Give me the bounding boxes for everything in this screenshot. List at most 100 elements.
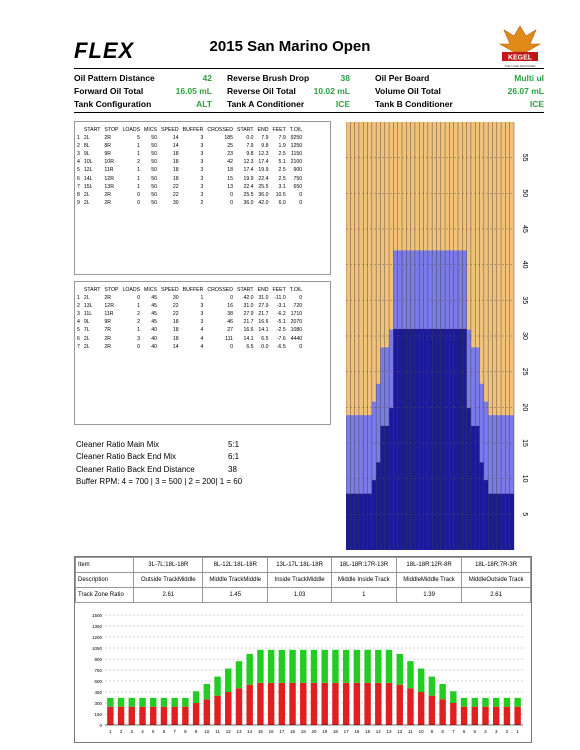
oil-light-band (509, 415, 514, 494)
table-cell: 0.0 (246, 135, 254, 142)
oil-light-band (483, 401, 489, 481)
x-tick-label: 5 (152, 729, 155, 734)
table-cell: 16.6 (243, 327, 254, 334)
table-cell: 36.0 (243, 199, 254, 206)
oil-dark-band (453, 328, 458, 550)
oil-light-band (496, 415, 502, 494)
table-cell: 0 (230, 199, 234, 206)
table-cell: 1 (137, 183, 141, 190)
forward-bar (364, 682, 371, 725)
oil-light-band (449, 250, 454, 329)
table-cell: 2.5 (278, 151, 286, 158)
x-tick-label: 16 (269, 729, 275, 734)
oil-light-band (423, 250, 428, 329)
track-zone-panel: Item 3L-7L:18L-18R 8L-12L:18L-18R 13L-17L:1… (74, 556, 532, 743)
x-tick-label: 14 (376, 729, 382, 734)
x-tick-label: 12 (397, 729, 403, 734)
column-header-stop: STOP (104, 286, 119, 293)
table-cell: 36.0 (258, 191, 269, 198)
table-cell: 22 (172, 183, 179, 190)
distance-label: 10 (521, 475, 528, 483)
reverse-bar (439, 683, 446, 700)
column-header-speed: SPEED (161, 126, 179, 133)
reverse-bar (407, 661, 414, 689)
table-cell: 1 (137, 327, 141, 334)
table-cell: 185 (224, 135, 234, 142)
table-cell: 0 (137, 295, 141, 302)
ratio-row: Cleaner Ratio Back End Mix 6:1 (76, 451, 242, 463)
oil-dark-band (402, 328, 407, 550)
x-tick-label: 8 (184, 729, 187, 734)
oil-dark-band (419, 328, 424, 550)
forward-bar (117, 706, 125, 725)
x-tick-label: 1 (516, 729, 519, 734)
info-value-reverse-oil-total: 10.02 mL (313, 86, 350, 96)
forward-bar (353, 682, 361, 725)
table-cell: 3 (200, 319, 204, 326)
table-cell: 45 (151, 303, 158, 310)
ratio-value: 38 (228, 464, 237, 474)
table-cell: 2070 (290, 319, 303, 326)
zone-cell: 18L-18R:17R-13R (330, 557, 397, 573)
oil-dark-band (496, 493, 502, 550)
table-cell: 50 (151, 167, 158, 174)
table-cell: -6.2 (276, 311, 286, 318)
zone-cell: Outside TrackMiddle (133, 572, 204, 588)
reverse-bar (385, 649, 393, 683)
table-cell: 5 (137, 135, 141, 142)
x-tick-label: 4 (141, 729, 144, 734)
forward-bar (321, 682, 328, 725)
column-header-start: START (83, 286, 101, 293)
info-label-tank-configuration: Tank Configuration (74, 99, 152, 109)
oil-light-band (432, 250, 437, 329)
table-cell: 3 (200, 167, 204, 174)
info-label-tank-b-conditioner: Tank B Conditioner (375, 99, 453, 109)
distance-label: 15 (521, 439, 528, 447)
forward-bar (203, 699, 211, 725)
table-row: 2 8L 8R 1 50 14 3 25 7.9 9.8 1.9 1250 (75, 142, 304, 150)
reverse-bar (353, 649, 361, 683)
oil-dark-band (492, 493, 497, 550)
table-cell: 3 (77, 151, 80, 158)
y-tick-label: 1500 (92, 613, 103, 618)
zone-cell: 13L-17L:18L-18R (267, 557, 332, 573)
x-tick-label: 11 (408, 729, 413, 734)
table-row: 3 9L 9R 1 50 18 3 23 9.8 12.3 2.5 1150 (75, 150, 304, 158)
x-tick-label: 9 (195, 729, 198, 734)
forward-bar (139, 706, 146, 725)
table-cell: 4 (200, 335, 204, 342)
oil-dark-band (423, 328, 428, 550)
x-tick-label: 17 (344, 729, 350, 734)
table-cell: 12L (83, 167, 93, 174)
forward-bar (417, 692, 425, 725)
table-cell: 18 (172, 167, 179, 174)
ratio-value: 6:1 (228, 452, 240, 462)
table-cell: 9250 (290, 135, 303, 142)
forward-bar (407, 688, 414, 725)
y-tick-label: 0 (99, 723, 102, 728)
forward-bar (150, 706, 157, 725)
reverse-bar (267, 649, 275, 683)
table-cell: 18 (172, 327, 179, 334)
table-cell: 25.5 (258, 183, 269, 190)
table-row: 1 2L 2R 5 50 14 3 185 0.0 7.9 7.9 9250 (75, 134, 304, 142)
reverse-bar (225, 668, 232, 692)
oil-dark-band (414, 328, 420, 550)
table-cell: 50 (151, 199, 158, 206)
reverse-bar (117, 697, 125, 707)
oil-light-band (371, 401, 377, 481)
table-cell: 0 (299, 199, 303, 206)
table-cell: 0 (230, 191, 234, 198)
reverse-bar (450, 691, 457, 703)
table-cell: 5 (77, 167, 80, 174)
table-cell: 16 (227, 303, 234, 310)
table-cell: 6.5 (246, 343, 254, 350)
buffer-rpm: Buffer RPM: 4 = 700 | 3 = 500 | 2 = 200|… (76, 476, 243, 486)
ratio-label: Cleaner Ratio Main Mix (76, 440, 160, 449)
forward-bar (289, 682, 296, 725)
table-cell: 2 (200, 199, 204, 206)
table-cell: 6.5 (261, 335, 269, 342)
table-cell: 9.8 (261, 143, 269, 150)
table-cell: 650 (293, 183, 303, 190)
table-cell: 11L (83, 311, 93, 318)
